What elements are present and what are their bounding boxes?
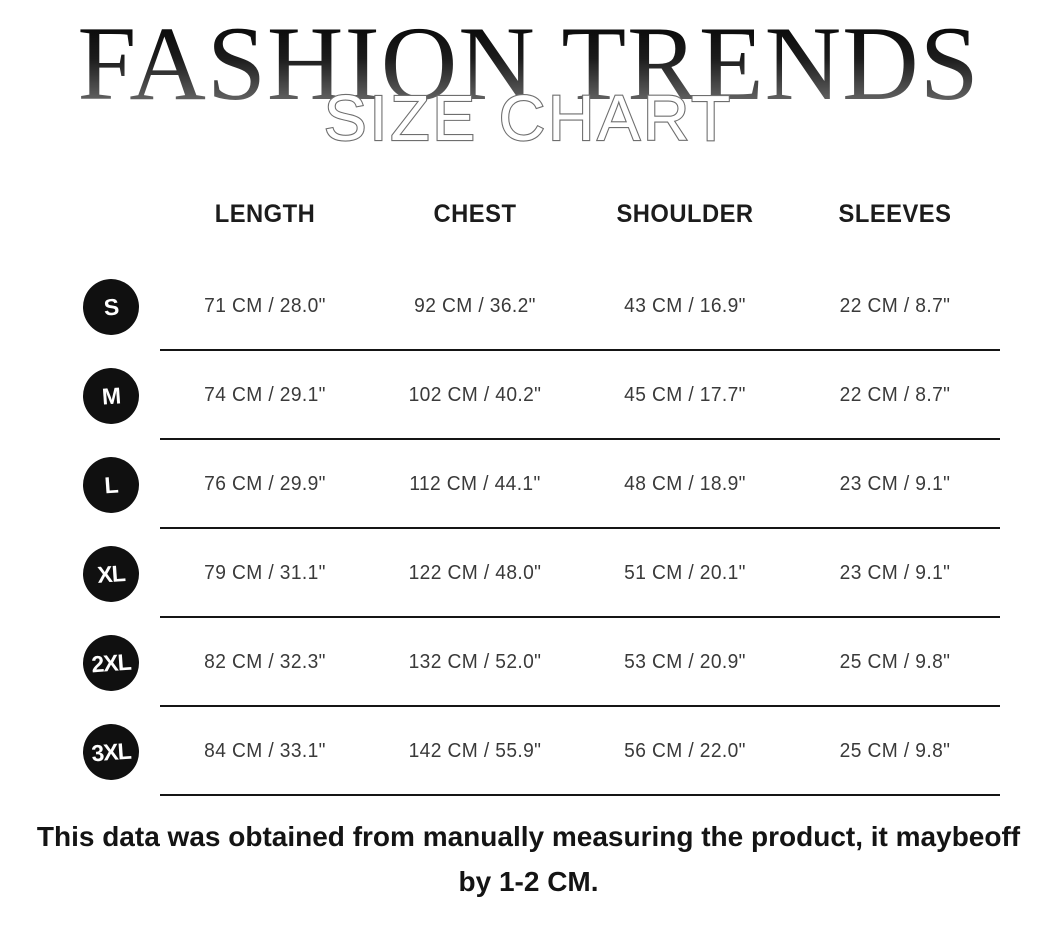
badge-cell: L bbox=[0, 454, 160, 515]
table-header-row: LENGTH CHEST SHOULDER SLEEVES bbox=[0, 166, 1057, 262]
table-row-2xl: 2XL 82 CM / 32.3" 132 CM / 52.0" 53 CM /… bbox=[0, 618, 1057, 707]
sleeves-value: 22 CM / 8.7" bbox=[839, 384, 951, 406]
badge-cell: XL bbox=[0, 543, 160, 604]
length-value: 76 CM / 29.9" bbox=[204, 473, 326, 495]
column-header-length: LENGTH bbox=[214, 199, 316, 228]
chest-value: 112 CM / 44.1" bbox=[409, 473, 541, 495]
size-chart-title: SIZE CHART bbox=[323, 82, 734, 154]
length-value: 71 CM / 28.0" bbox=[204, 295, 326, 317]
badge-cell: 3XL bbox=[0, 721, 160, 782]
chest-value: 102 CM / 40.2" bbox=[408, 384, 542, 406]
size-badge-s: S bbox=[81, 276, 141, 337]
shoulder-value: 56 CM / 22.0" bbox=[624, 740, 746, 762]
table-row-m: M 74 CM / 29.1" 102 CM / 40.2" 45 CM / 1… bbox=[0, 351, 1057, 440]
table-row-3xl: 3XL 84 CM / 33.1" 142 CM / 55.9" 56 CM /… bbox=[0, 707, 1057, 796]
column-header-chest: CHEST bbox=[433, 199, 517, 228]
shoulder-value: 43 CM / 16.9" bbox=[624, 295, 746, 317]
size-table: LENGTH CHEST SHOULDER SLEEVES S 71 CM / … bbox=[0, 166, 1057, 796]
chest-value: 142 CM / 55.9" bbox=[408, 740, 542, 762]
sleeves-value: 23 CM / 9.1" bbox=[839, 473, 951, 495]
length-value: 82 CM / 32.3" bbox=[204, 651, 326, 673]
badge-cell: S bbox=[0, 276, 160, 337]
shoulder-value: 45 CM / 17.7" bbox=[624, 384, 746, 406]
length-value: 74 CM / 29.1" bbox=[204, 384, 326, 406]
size-badge-xl: XL bbox=[81, 543, 141, 604]
disclaimer-line-2: by 1-2 CM. bbox=[458, 866, 599, 897]
size-badge-m: M bbox=[81, 365, 141, 426]
title-block: FASHION TRENDS SIZE CHART bbox=[0, 5, 1057, 166]
shoulder-value: 48 CM / 18.9" bbox=[624, 473, 746, 495]
length-value: 79 CM / 31.1" bbox=[204, 562, 326, 584]
sleeves-value: 22 CM / 8.7" bbox=[839, 295, 951, 317]
table-row-l: L 76 CM / 29.9" 112 CM / 44.1" 48 CM / 1… bbox=[0, 440, 1057, 529]
length-value: 84 CM / 33.1" bbox=[204, 740, 326, 762]
sleeves-value: 25 CM / 9.8" bbox=[839, 740, 951, 762]
table-row-xl: XL 79 CM / 31.1" 122 CM / 48.0" 51 CM / … bbox=[0, 529, 1057, 618]
chest-value: 122 CM / 48.0" bbox=[408, 562, 542, 584]
shoulder-value: 53 CM / 20.9" bbox=[624, 651, 746, 673]
sleeves-value: 23 CM / 9.1" bbox=[839, 562, 951, 584]
column-header-sleeves: SLEEVES bbox=[838, 199, 952, 228]
badge-cell: M bbox=[0, 365, 160, 426]
badge-cell: 2XL bbox=[0, 632, 160, 693]
column-header-shoulder: SHOULDER bbox=[616, 199, 754, 228]
chest-value: 92 CM / 36.2" bbox=[414, 295, 536, 317]
size-badge-3xl: 3XL bbox=[81, 721, 141, 782]
sleeves-value: 25 CM / 9.8" bbox=[839, 651, 951, 673]
brand-title: FASHION TRENDS bbox=[0, 5, 1057, 123]
disclaimer-line-1: This data was obtained from manually mea… bbox=[36, 821, 1021, 852]
chest-value: 132 CM / 52.0" bbox=[408, 651, 542, 673]
size-badge-2xl: 2XL bbox=[81, 632, 141, 693]
size-badge-l: L bbox=[81, 454, 141, 515]
shoulder-value: 51 CM / 20.1" bbox=[624, 562, 746, 584]
table-row-s: S 71 CM / 28.0" 92 CM / 36.2" 43 CM / 16… bbox=[0, 262, 1057, 351]
measurement-disclaimer: This data was obtained from manually mea… bbox=[0, 814, 1057, 904]
